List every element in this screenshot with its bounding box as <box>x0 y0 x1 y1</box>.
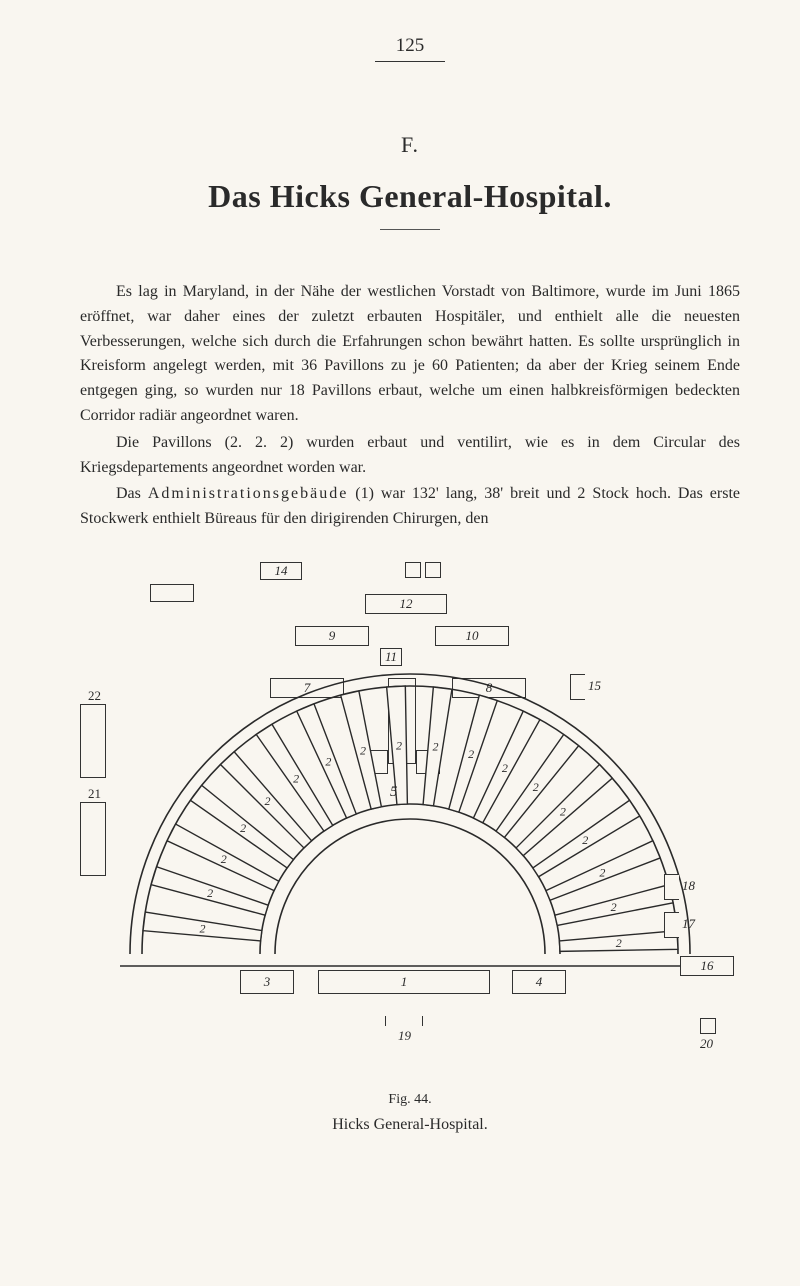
svg-text:2: 2 <box>221 852 227 866</box>
box-18-open <box>664 874 679 900</box>
paragraph-1: Es lag in Maryland, in der Nähe der west… <box>80 280 740 429</box>
svg-text:2: 2 <box>325 755 331 769</box>
svg-text:2: 2 <box>582 833 588 847</box>
svg-text:2: 2 <box>616 936 622 950</box>
label-18: 18 <box>682 878 695 894</box>
radial-fan: 2 2 2 2 2 2 2 2 2 2 2 2 2 2 2 2 2 2 <box>80 562 740 1082</box>
p3-prefix: Das <box>116 485 148 502</box>
figure-subtitle: Hicks General-Hospital. <box>80 1116 740 1134</box>
page-number-rule <box>375 61 445 62</box>
page-title: Das Hicks General-Hospital. <box>80 178 740 215</box>
label-5: 5 <box>390 784 398 801</box>
page-number: 125 <box>80 35 740 57</box>
svg-text:2: 2 <box>200 921 206 935</box>
figure-caption: Fig. 44. <box>80 1092 740 1108</box>
svg-text:2: 2 <box>360 743 366 757</box>
box-3: 3 <box>240 970 294 994</box>
svg-text:2: 2 <box>240 821 246 835</box>
section-letter: F. <box>80 132 740 158</box>
svg-text:2: 2 <box>533 780 539 794</box>
svg-text:2: 2 <box>432 740 438 754</box>
p3-spaced-word: Administrationsgebäude <box>148 485 348 502</box>
title-rule <box>380 229 440 230</box>
svg-text:2: 2 <box>264 794 270 808</box>
box-1: 1 <box>318 970 490 994</box>
svg-text:2: 2 <box>293 772 299 786</box>
paragraph-3: Das Administrationsgebäude (1) war 132' … <box>80 482 740 532</box>
svg-text:2: 2 <box>611 900 617 914</box>
box-4: 4 <box>512 970 566 994</box>
svg-text:2: 2 <box>207 886 213 900</box>
label-19: 19 <box>398 1028 411 1044</box>
body-text: Es lag in Maryland, in der Nähe der west… <box>80 280 740 532</box>
label-20: 20 <box>700 1036 713 1052</box>
svg-text:2: 2 <box>560 804 566 818</box>
svg-text:2: 2 <box>599 865 605 879</box>
label-17: 17 <box>682 916 695 932</box>
svg-text:2: 2 <box>396 738 402 752</box>
paragraph-2: Die Pavillons (2. 2. 2) wurden erbaut un… <box>80 431 740 481</box>
box-17-open <box>664 912 679 938</box>
box-16: 16 <box>680 956 734 976</box>
svg-text:2: 2 <box>468 747 474 761</box>
box-20-sq <box>700 1018 716 1034</box>
floor-plan-diagram: 14 12 9 10 11 7 8 15 6 22 21 <box>80 562 740 1082</box>
svg-text:2: 2 <box>502 761 508 775</box>
box-19-bracket <box>385 1016 423 1026</box>
